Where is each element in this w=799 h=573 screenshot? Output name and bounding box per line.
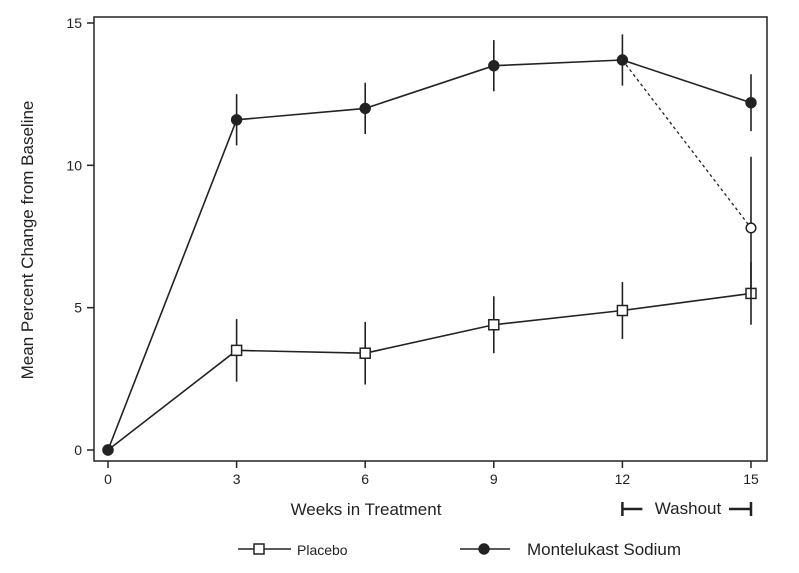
x-axis-label: Weeks in Treatment	[291, 500, 442, 519]
data-point	[488, 59, 500, 72]
series-open-circle	[621, 59, 757, 300]
data-point	[745, 222, 757, 234]
labels-layer: Weeks in Treatment Mean Percent Change f…	[18, 101, 721, 559]
x-tick-label: 9	[490, 471, 498, 487]
legend-label-montelukast: Montelukast Sodium	[527, 540, 681, 559]
y-tick-label: 0	[74, 442, 82, 458]
series-line	[621, 59, 752, 229]
data-point	[745, 97, 757, 109]
data-point	[488, 318, 500, 331]
legend-label-placebo: Placebo	[297, 542, 348, 558]
legend	[238, 543, 510, 555]
series-line	[107, 292, 752, 451]
axes: 0 3 6 9 12 15 0 5 10 15	[66, 15, 768, 516]
series-open-square	[102, 262, 757, 456]
x-tick-label: 15	[743, 471, 759, 487]
washout-label: Washout	[655, 499, 722, 518]
data-point	[359, 347, 371, 359]
y-tick-label: 5	[74, 300, 82, 316]
x-tick-label: 3	[233, 471, 241, 487]
x-tick-label: 12	[615, 471, 631, 487]
series-filled-circle	[102, 34, 757, 456]
series-line	[107, 59, 752, 451]
y-axis-label: Mean Percent Change from Baseline	[18, 101, 37, 380]
legend-marker	[253, 543, 265, 555]
series-layer	[102, 34, 757, 456]
plot-frame	[93, 16, 768, 462]
data-point	[359, 102, 371, 115]
data-point	[230, 114, 243, 126]
x-tick-label: 0	[104, 471, 112, 487]
data-point	[230, 344, 243, 357]
legend-marker	[478, 543, 490, 555]
x-tick-label: 6	[361, 471, 369, 487]
y-tick-label: 10	[66, 157, 82, 173]
data-point	[102, 444, 114, 456]
data-point	[616, 304, 629, 317]
y-tick-label: 15	[66, 15, 82, 31]
